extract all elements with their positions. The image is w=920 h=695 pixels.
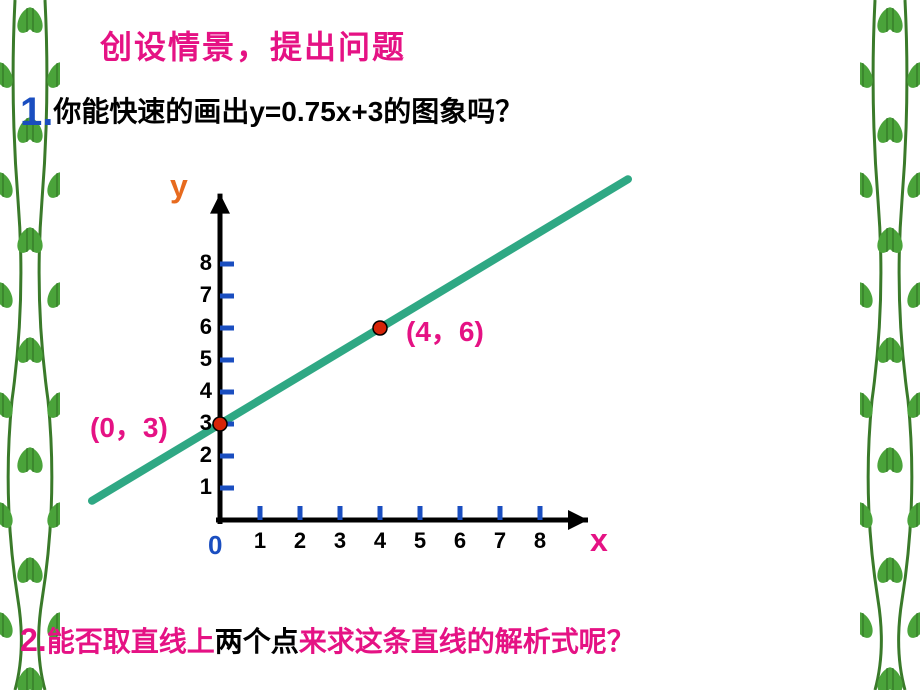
x-tick-label: 3 xyxy=(330,528,350,554)
line-chart: y x 0 1234567812345678 (0，3)(4，6) xyxy=(60,150,700,600)
q1-number: 1. xyxy=(20,90,53,134)
y-axis-label: y xyxy=(170,168,188,205)
y-tick-label: 8 xyxy=(192,250,212,276)
y-tick-label: 5 xyxy=(192,346,212,372)
x-tick-label: 7 xyxy=(490,528,510,554)
vine-decoration xyxy=(890,0,920,690)
q2-mid: 两个点 xyxy=(215,626,299,657)
x-tick-label: 6 xyxy=(450,528,470,554)
question-2: 2.能否取直线上两个点来求这条直线的解析式呢？ xyxy=(20,620,635,660)
q2-pre: 能否取直线上 xyxy=(47,626,215,657)
y-tick-label: 2 xyxy=(192,442,212,468)
point-label: (4，6) xyxy=(406,310,484,350)
title-text: 创设情景，提出问题 xyxy=(100,29,406,65)
origin-label: 0 xyxy=(208,530,222,561)
x-tick-label: 5 xyxy=(410,528,430,554)
question-1: 1.你能快速的画出y=0.75x+3的图象吗？ xyxy=(20,90,523,135)
vine-decoration xyxy=(860,0,890,690)
x-tick-label: 8 xyxy=(530,528,550,554)
x-tick-label: 2 xyxy=(290,528,310,554)
y-tick-label: 7 xyxy=(192,282,212,308)
point-label: (0，3) xyxy=(90,406,168,446)
q1-text: 你能快速的画出y=0.75x+3的图象吗？ xyxy=(53,96,523,127)
page-title: 创设情景，提出问题 xyxy=(100,22,406,68)
x-tick-label: 4 xyxy=(370,528,390,554)
y-tick-label: 3 xyxy=(192,410,212,436)
q2-number: 2. xyxy=(20,622,47,658)
q2-post: 来求这条直线的解析式呢？ xyxy=(299,626,635,657)
x-tick-label: 1 xyxy=(250,528,270,554)
y-tick-label: 6 xyxy=(192,314,212,340)
x-axis-label: x xyxy=(590,522,608,559)
slide-content: 创设情景，提出问题 1.你能快速的画出y=0.75x+3的图象吗？ y x 0 … xyxy=(60,0,860,690)
y-tick-label: 1 xyxy=(192,474,212,500)
y-tick-label: 4 xyxy=(192,378,212,404)
